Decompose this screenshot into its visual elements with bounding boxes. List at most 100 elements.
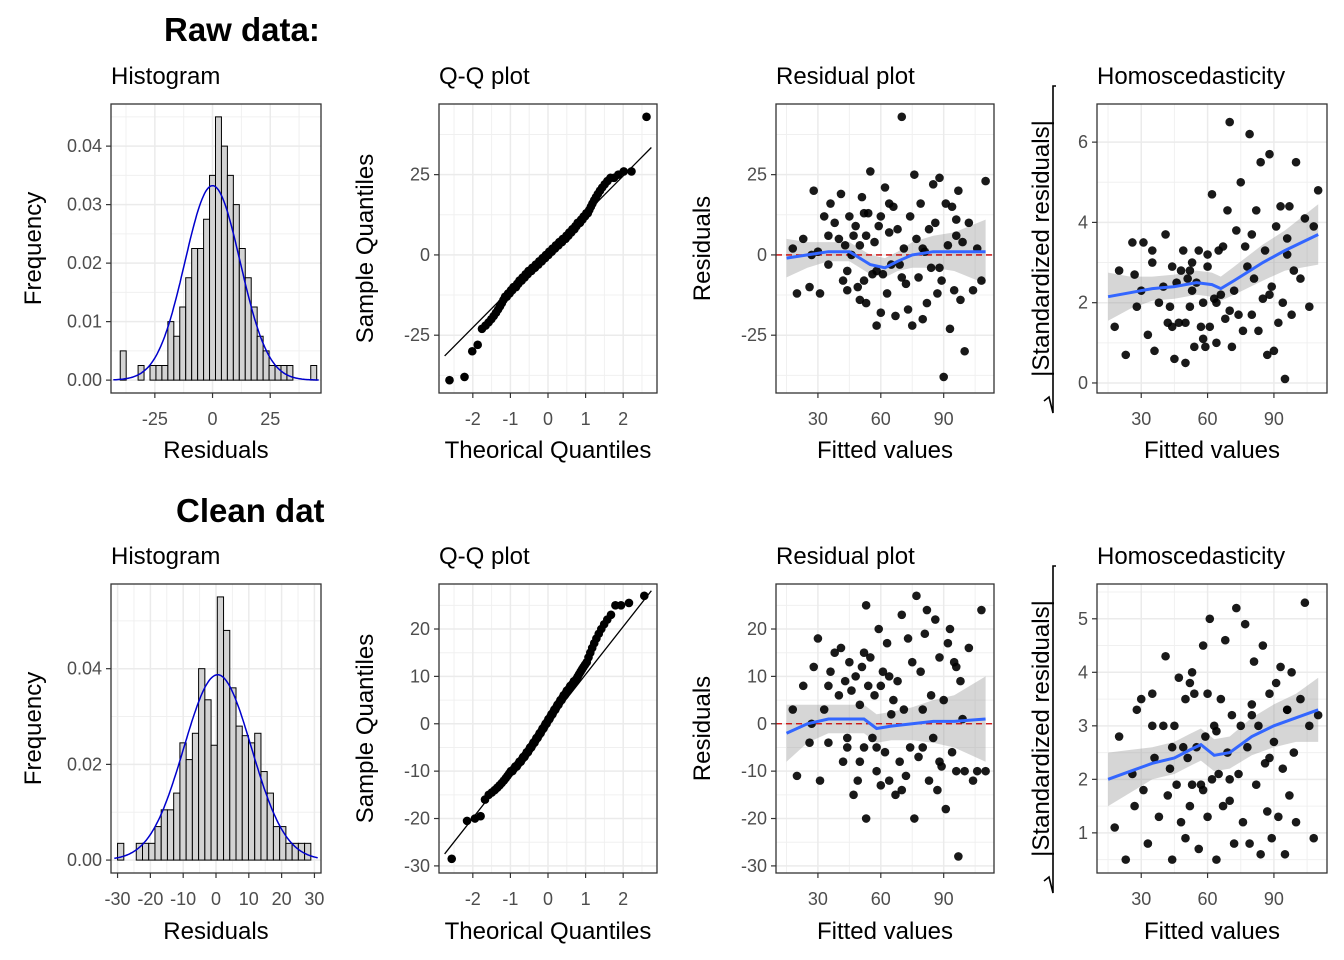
data-point [916,667,925,676]
data-point [1187,668,1197,677]
data-point [943,638,953,648]
histogram-bar [161,365,169,381]
data-point [935,263,944,273]
data-point [1258,641,1268,650]
qq-point [473,340,482,350]
data-point [1305,302,1314,312]
histogram-bar [229,687,237,861]
data-point [935,173,944,183]
data-point [924,224,934,234]
data-point [842,743,852,752]
data-point [1212,726,1221,736]
sqrt-radical-icon [1043,565,1056,894]
data-point [1207,190,1217,199]
data-point [1232,603,1241,613]
data-point [826,199,835,208]
data-point [926,263,936,273]
panels-layer: Histogram-25 0 250.000.010.020.030.04Resid… [20,63,1328,945]
data-point [897,112,907,122]
data-point [958,237,967,247]
data-point [824,260,833,269]
data-point [1161,230,1170,239]
normal-density-curve [114,674,318,860]
qq-point [447,854,457,864]
data-point [853,776,863,785]
panel-title: Histogram [111,543,220,570]
data-point [1305,721,1314,731]
data-point [1282,250,1292,259]
data-point [1203,689,1212,699]
y-tick-label: 10 [747,666,767,686]
data-point [859,276,869,285]
histogram-bar [160,809,168,861]
data-point [1185,302,1195,312]
histogram-bar [185,759,193,861]
data-point [1289,748,1299,757]
data-point [972,766,982,776]
data-point [899,705,909,714]
data-point [859,208,869,218]
data-point [1165,302,1175,312]
data-point [1114,266,1124,275]
data-point [1300,598,1310,608]
data-point [914,752,923,762]
data-point [1176,817,1186,827]
data-point [872,766,881,776]
histogram-bar [203,218,211,381]
x-tick-label: 30 [808,889,828,909]
panel-border [1096,103,1328,394]
y-tick-label: -10 [404,761,430,781]
histogram-bar [272,826,281,861]
x-tick-label: 90 [934,409,954,429]
data-point [1227,342,1237,352]
data-point [1139,238,1148,247]
data-point [943,240,953,250]
data-point [1143,330,1153,340]
qq-point [467,346,477,356]
data-point [1265,290,1274,299]
data-point [876,212,886,221]
data-point [870,237,879,247]
data-point [1183,274,1192,283]
y-tick-label: 25 [747,165,767,185]
data-point [1287,310,1296,320]
x-tick-label: -25 [142,409,168,429]
histogram-bar [247,742,256,861]
data-point [1212,298,1221,307]
x-tick-label: -1 [502,889,518,909]
y-tick-label: -30 [741,856,767,876]
x-tick-label: 0 [208,409,218,429]
y-tick-label: 2 [1078,293,1088,313]
data-point [931,615,940,624]
data-point [845,212,854,221]
x-tick-label: 1 [581,409,591,429]
histogram-bar [167,321,175,381]
data-point [1181,358,1190,368]
smooth-confidence-band [1108,677,1319,807]
data-point [809,662,819,672]
data-point [874,624,884,634]
data-point [1247,710,1257,720]
data-point [968,285,978,295]
data-point [863,681,873,691]
y-tick-label: 0.04 [67,136,102,156]
data-point [1265,149,1274,159]
data-point [1161,651,1170,661]
x-tick-label: 90 [1264,409,1284,429]
histogram-bar [179,306,187,381]
data-point [1128,238,1137,247]
y-axis-label: Residuals [689,676,716,781]
data-point [1139,785,1148,795]
data-point [1187,258,1197,267]
data-point [1174,673,1184,682]
data-point [830,648,839,657]
data-point [1245,839,1254,848]
histogram-bar [226,174,234,381]
data-point [1247,230,1257,239]
data-point [1190,689,1199,699]
data-point [939,695,948,705]
data-point [842,285,852,295]
panel-border [438,103,658,394]
histogram-bar [216,596,225,861]
y-tick-label: -25 [741,325,767,345]
